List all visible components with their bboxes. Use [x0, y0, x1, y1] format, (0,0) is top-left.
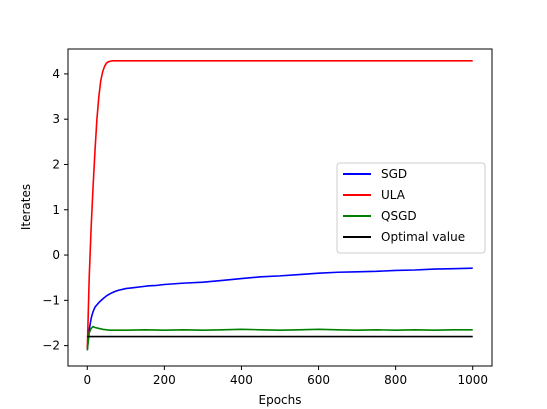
- series-line-ula: [86, 59, 473, 351]
- x-tick-label: 400: [230, 373, 253, 387]
- x-tick-label: 600: [307, 373, 330, 387]
- y-tick-label: 0: [52, 248, 60, 262]
- x-axis-label: Epochs: [259, 393, 302, 407]
- y-axis: −2 −1 0 1 2 3 4: [42, 67, 68, 353]
- legend-label: SGD: [381, 167, 407, 181]
- y-axis-label: Iterates: [19, 184, 33, 230]
- legend-label: Optimal value: [381, 230, 465, 244]
- x-tick-label: 800: [384, 373, 407, 387]
- x-tick-label: 0: [83, 373, 91, 387]
- legend-box: [336, 162, 486, 254]
- y-tick-label: −1: [42, 293, 60, 307]
- legend-label: QSGD: [381, 209, 417, 223]
- y-tick-label: 2: [52, 157, 60, 171]
- x-tick-label: 200: [153, 373, 176, 387]
- legend-label: ULA: [381, 188, 406, 202]
- plot-frame: [67, 48, 493, 367]
- y-tick-label: 4: [52, 67, 60, 81]
- y-tick-label: −2: [42, 339, 60, 353]
- series-line-qsgd: [86, 325, 473, 351]
- x-tick-label: 1000: [457, 373, 488, 387]
- x-axis: 0 200 400 600 800 1000: [83, 366, 488, 387]
- y-tick-label: 1: [52, 203, 60, 217]
- y-tick-label: 3: [52, 112, 60, 126]
- series-line-sgd: [86, 267, 473, 351]
- legend: SGD ULA QSGD Optimal value: [336, 162, 486, 254]
- series-layer: [86, 59, 473, 351]
